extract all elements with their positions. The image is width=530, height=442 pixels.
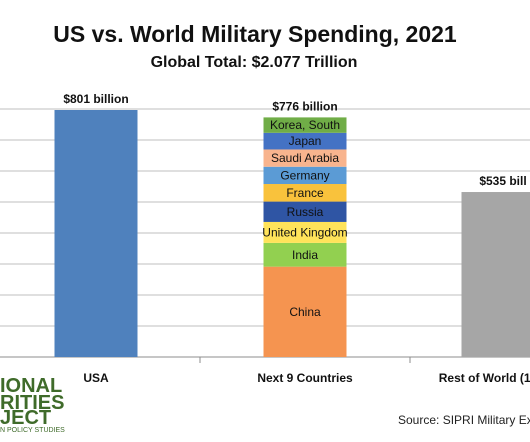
category-label: USA	[83, 371, 109, 385]
category-label: Next 9 Countries	[257, 371, 353, 385]
stack-segment-label: India	[292, 248, 318, 262]
bar-rest-of-world	[461, 192, 530, 357]
stack-segment-label: Saudi Arabia	[271, 151, 339, 165]
logo-tagline: N POLICY STUDIES	[0, 427, 65, 434]
value-label: $801 billion	[63, 92, 128, 106]
stack-segment-1	[263, 242, 347, 267]
stack-segment-label: Korea, South	[270, 118, 340, 132]
category-label: Rest of World (14	[439, 371, 530, 385]
chart-subtitle: Global Total: $2.077 Trillion	[151, 54, 358, 71]
stack-segment-0	[263, 266, 347, 357]
value-label: $776 billion	[272, 99, 337, 113]
bars-group	[54, 110, 530, 357]
stack-segment-4	[263, 184, 347, 202]
logo: IONAL RITIES JECT N POLICY STUDIES	[0, 375, 65, 434]
value-label: $535 bill	[479, 174, 526, 188]
bar-usa	[54, 110, 138, 357]
stack-segment-label: Japan	[289, 134, 322, 148]
logo-line-3: JECT	[0, 407, 51, 429]
labels-group: China India United Kingdom Russia France Germ…	[63, 92, 530, 385]
stack-segment-8	[263, 117, 347, 133]
stack-segment-label: Germany	[280, 168, 329, 182]
stack-segment-3	[263, 201, 347, 222]
source-note: Source: SIPRI Military Exp	[398, 413, 530, 427]
stack-segment-label: China	[289, 305, 321, 319]
stack-segment-label: United Kingdom	[262, 225, 347, 239]
chart-title: US vs. World Military Spending, 2021	[53, 21, 457, 47]
stack-segment-label: France	[286, 186, 324, 200]
stack-segment-2	[263, 221, 347, 243]
logo-line-2: RITIES	[0, 392, 64, 414]
stack-segment-label: Russia	[287, 205, 324, 219]
stack-segment-7	[263, 132, 347, 150]
stack-segment-6	[263, 149, 347, 167]
logo-line-1: IONAL	[0, 375, 62, 397]
stack-segment-5	[263, 166, 347, 185]
